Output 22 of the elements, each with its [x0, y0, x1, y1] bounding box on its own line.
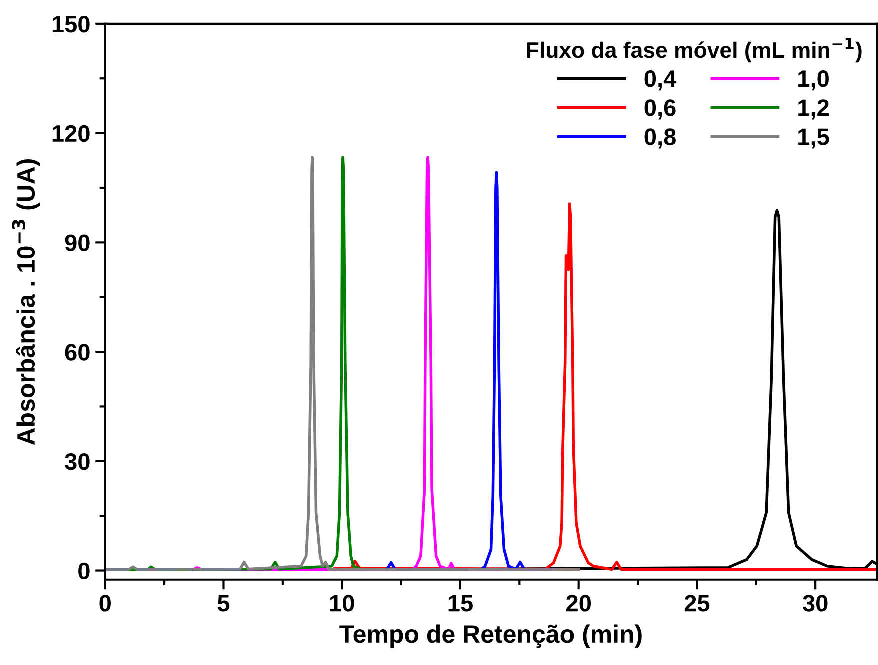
- legend-label: 1,5: [798, 128, 830, 149]
- y-tick-label: 60: [65, 344, 90, 361]
- x-tick-label: 5: [218, 595, 230, 612]
- x-tick-label: 0: [100, 595, 111, 612]
- legend-label: 0,6: [644, 100, 676, 120]
- y-tick-label: 30: [65, 453, 90, 470]
- legend-label: 0,8: [644, 128, 676, 149]
- x-axis-title: Tempo de Retenção (min): [340, 624, 642, 648]
- y-tick-label: 150: [52, 16, 90, 33]
- y-tick-label: 90: [65, 234, 90, 252]
- x-tick-label: 30: [802, 595, 828, 612]
- legend-label: 0,4: [644, 70, 677, 91]
- y-axis-title: Absorbância . 10$^{−3}$ (UA): [12, 159, 40, 446]
- legend-label: 1,2: [798, 100, 829, 120]
- legend-label: 1,0: [798, 70, 829, 91]
- y-tick-label: 120: [52, 125, 90, 142]
- y-tick-label: 0: [78, 562, 90, 580]
- x-tick-label: 10: [330, 595, 354, 612]
- x-tick-label: 15: [448, 595, 473, 612]
- legend-title: Fluxo da fase móvel (mL min$^{−1}$): [527, 38, 862, 63]
- x-tick-label: 25: [684, 595, 710, 612]
- x-tick-label: 20: [566, 595, 591, 612]
